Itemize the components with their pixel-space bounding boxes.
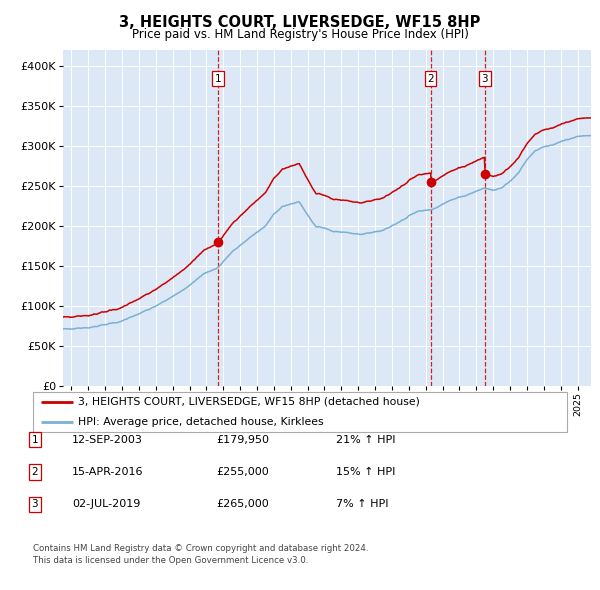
Text: 1: 1 [215,74,221,84]
Text: 12-SEP-2003: 12-SEP-2003 [72,435,143,444]
Text: This data is licensed under the Open Government Licence v3.0.: This data is licensed under the Open Gov… [33,556,308,565]
Text: 15-APR-2016: 15-APR-2016 [72,467,143,477]
Text: 7% ↑ HPI: 7% ↑ HPI [336,500,389,509]
Text: £265,000: £265,000 [216,500,269,509]
Text: 3, HEIGHTS COURT, LIVERSEDGE, WF15 8HP (detached house): 3, HEIGHTS COURT, LIVERSEDGE, WF15 8HP (… [79,397,420,407]
Text: £179,950: £179,950 [216,435,269,444]
Text: 21% ↑ HPI: 21% ↑ HPI [336,435,395,444]
Text: 2: 2 [31,467,38,477]
Text: 2: 2 [427,74,434,84]
Text: 02-JUL-2019: 02-JUL-2019 [72,500,140,509]
Text: £255,000: £255,000 [216,467,269,477]
FancyBboxPatch shape [33,392,567,432]
Text: HPI: Average price, detached house, Kirklees: HPI: Average price, detached house, Kirk… [79,417,324,427]
Text: Price paid vs. HM Land Registry's House Price Index (HPI): Price paid vs. HM Land Registry's House … [131,28,469,41]
Text: 3: 3 [31,500,38,509]
Text: 15% ↑ HPI: 15% ↑ HPI [336,467,395,477]
Text: Contains HM Land Registry data © Crown copyright and database right 2024.: Contains HM Land Registry data © Crown c… [33,545,368,553]
Text: 3, HEIGHTS COURT, LIVERSEDGE, WF15 8HP: 3, HEIGHTS COURT, LIVERSEDGE, WF15 8HP [119,15,481,30]
Text: 1: 1 [31,435,38,444]
Text: 3: 3 [481,74,488,84]
